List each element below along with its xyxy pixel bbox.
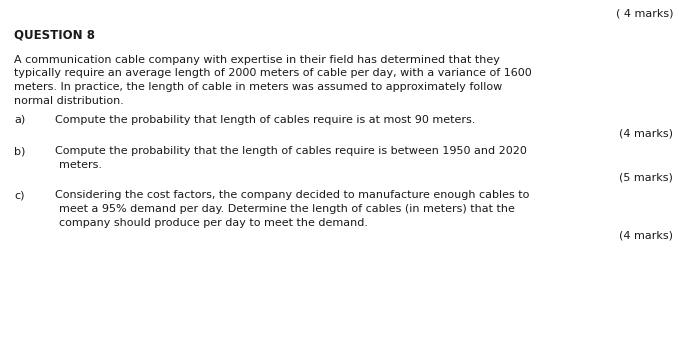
Text: c): c) <box>14 190 25 201</box>
Text: QUESTION 8: QUESTION 8 <box>14 28 95 41</box>
Text: b): b) <box>14 146 25 156</box>
Text: meet a 95% demand per day. Determine the length of cables (in meters) that the: meet a 95% demand per day. Determine the… <box>59 204 515 214</box>
Text: Compute the probability that the length of cables require is between 1950 and 20: Compute the probability that the length … <box>55 146 527 156</box>
Text: typically require an average length of 2000 meters of cable per day, with a vari: typically require an average length of 2… <box>14 68 532 79</box>
Text: A communication cable company with expertise in their field has determined that : A communication cable company with exper… <box>14 55 500 65</box>
Text: meters.: meters. <box>59 159 102 170</box>
Text: (4 marks): (4 marks) <box>619 128 673 138</box>
Text: ( 4 marks): ( 4 marks) <box>616 8 673 18</box>
Text: Considering the cost factors, the company decided to manufacture enough cables t: Considering the cost factors, the compan… <box>55 190 530 201</box>
Text: Compute the probability that length of cables require is at most 90 meters.: Compute the probability that length of c… <box>55 115 475 125</box>
Text: (4 marks): (4 marks) <box>619 231 673 241</box>
Text: company should produce per day to meet the demand.: company should produce per day to meet t… <box>59 218 368 228</box>
Text: a): a) <box>14 115 25 125</box>
Text: (5 marks): (5 marks) <box>619 173 673 183</box>
Text: normal distribution.: normal distribution. <box>14 95 124 106</box>
Text: meters. In practice, the length of cable in meters was assumed to approximately : meters. In practice, the length of cable… <box>14 82 502 92</box>
